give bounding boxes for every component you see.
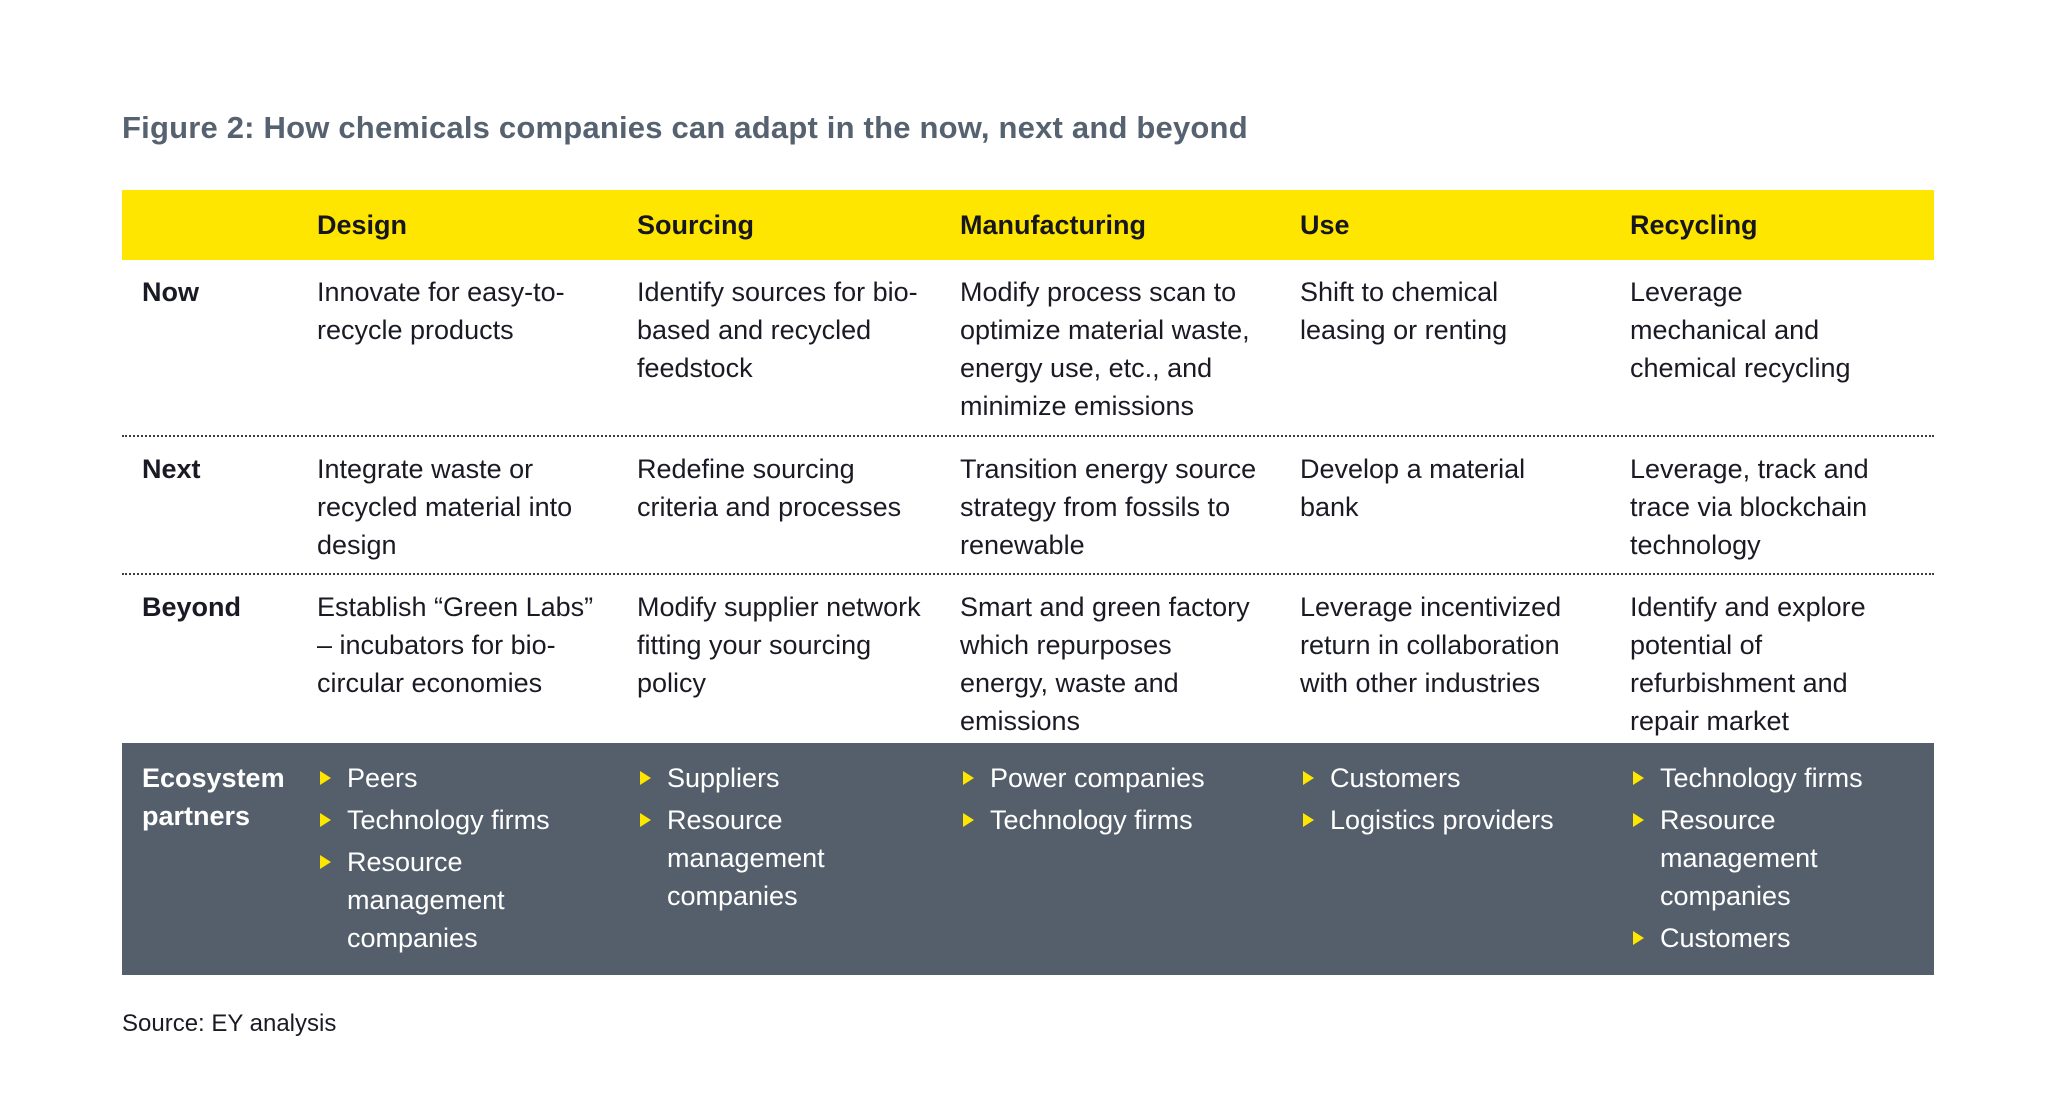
table-cell: Leverage, track and trace via blockchain… [1630, 454, 1869, 560]
column-header-recycling: Recycling [1630, 210, 1758, 240]
list-item-label: Logistics providers [1330, 805, 1554, 835]
list-item-label: Customers [1330, 763, 1461, 793]
table-row-ecosystem-partners: Ecosystem partners Peers Technology firm… [122, 743, 1934, 975]
list-item: Suppliers [637, 759, 924, 797]
table-cell: Modify supplier network fitting your sou… [637, 592, 921, 698]
bullet-arrow-icon [320, 813, 331, 827]
list-item-label: Technology firms [347, 805, 550, 835]
list-item: Technology firms [1630, 759, 1884, 797]
bullet-arrow-icon [963, 771, 974, 785]
partner-list-use: Customers Logistics providers [1300, 759, 1574, 839]
list-item: Peers [317, 759, 601, 797]
table-cell: Redefine sourcing criteria and processes [637, 454, 902, 522]
table-cell: Develop a material bank [1300, 454, 1526, 522]
adaptation-table: Design Sourcing Manufacturing Use Recycl… [122, 190, 1934, 975]
partner-list-sourcing: Suppliers Resource management companies [637, 759, 924, 915]
source-note: Source: EY analysis [122, 1010, 337, 1037]
column-header-manufacturing: Manufacturing [960, 210, 1146, 240]
table-cell: Peers Technology firms Resource manageme… [317, 759, 637, 961]
list-item: Customers [1300, 759, 1574, 797]
row-label-next: Next [142, 454, 201, 484]
table-header-row: Design Sourcing Manufacturing Use Recycl… [122, 190, 1934, 260]
list-item-label: Customers [1660, 923, 1791, 953]
list-item: Resource management companies [637, 801, 924, 915]
list-item-label: Resource management companies [347, 847, 505, 953]
table-cell: Identify and explore potential of refurb… [1630, 592, 1866, 736]
row-label-ecosystem-partners: Ecosystem partners [142, 763, 285, 831]
bullet-arrow-icon [1633, 813, 1644, 827]
figure-title: Figure 2: How chemicals companies can ad… [122, 110, 1248, 145]
table-cell: Integrate waste or recycled material int… [317, 454, 573, 560]
row-label-beyond: Beyond [142, 592, 242, 622]
list-item-label: Resource management companies [667, 805, 825, 911]
table-cell: Customers Logistics providers [1300, 759, 1630, 961]
column-header-use: Use [1300, 210, 1350, 240]
table-cell: Suppliers Resource management companies [637, 759, 960, 961]
bullet-arrow-icon [1303, 771, 1314, 785]
list-item: Customers [1630, 919, 1884, 957]
partner-list-recycling: Technology firms Resource management com… [1630, 759, 1884, 957]
bullet-arrow-icon [1633, 931, 1644, 945]
list-item-label: Power companies [990, 763, 1205, 793]
table-cell: Modify process scan to optimize material… [960, 277, 1250, 421]
table-cell: Innovate for easy-to-recycle products [317, 277, 565, 345]
table-cell: Leverage incentivized return in collabor… [1300, 592, 1562, 698]
column-header-design: Design [317, 210, 408, 240]
list-item: Logistics providers [1300, 801, 1574, 839]
table-row-next: Next Integrate waste or recycled materia… [122, 437, 1934, 575]
list-item-label: Technology firms [990, 805, 1193, 835]
table-cell: Leverage mechanical and chemical recycli… [1630, 277, 1851, 383]
table-cell: Power companies Technology firms [960, 759, 1300, 961]
bullet-arrow-icon [640, 771, 651, 785]
table-cell: Identify sources for bio-based and recyc… [637, 277, 918, 383]
list-item: Resource management companies [1630, 801, 1884, 915]
bullet-arrow-icon [640, 813, 651, 827]
list-item: Power companies [960, 759, 1264, 797]
table-row-beyond: Beyond Establish “Green Labs” – incubato… [122, 575, 1934, 743]
bullet-arrow-icon [963, 813, 974, 827]
table-row-now: Now Innovate for easy-to-recycle product… [122, 260, 1934, 437]
bullet-arrow-icon [320, 771, 331, 785]
list-item-label: Suppliers [667, 763, 780, 793]
table-cell: Technology firms Resource management com… [1630, 759, 1934, 961]
list-item-label: Resource management companies [1660, 805, 1818, 911]
list-item: Technology firms [317, 801, 601, 839]
bullet-arrow-icon [320, 855, 331, 869]
table-cell: Shift to chemical leasing or renting [1300, 277, 1508, 345]
bullet-arrow-icon [1303, 813, 1314, 827]
bullet-arrow-icon [1633, 771, 1644, 785]
table-cell: Transition energy source strategy from f… [960, 454, 1257, 560]
column-header-sourcing: Sourcing [637, 210, 755, 240]
table-cell: Establish “Green Labs” – incubators for … [317, 592, 594, 698]
list-item: Technology firms [960, 801, 1264, 839]
list-item-label: Peers [347, 763, 418, 793]
list-item-label: Technology firms [1660, 763, 1863, 793]
partner-list-design: Peers Technology firms Resource manageme… [317, 759, 601, 957]
partner-list-manufacturing: Power companies Technology firms [960, 759, 1264, 839]
table-cell: Smart and green factory which repurposes… [960, 592, 1250, 736]
list-item: Resource management companies [317, 843, 601, 957]
figure-page: Figure 2: How chemicals companies can ad… [122, 0, 1934, 1039]
row-label-now: Now [142, 277, 199, 307]
